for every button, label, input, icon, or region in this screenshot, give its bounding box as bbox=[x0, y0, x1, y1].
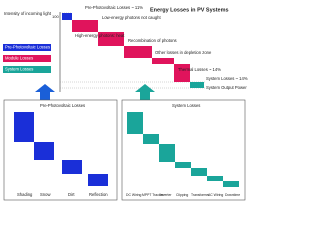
category: Clipping bbox=[176, 193, 188, 197]
annotation: Pre-Photovoltaic Losses ~ 11% bbox=[85, 5, 143, 10]
annotation: Low-energy photons not caught bbox=[102, 15, 162, 20]
panel bbox=[3, 99, 118, 201]
bar bbox=[174, 64, 190, 82]
category: DC Wiring bbox=[126, 193, 142, 197]
legend-swatch bbox=[3, 55, 51, 62]
arrow bbox=[35, 84, 55, 100]
annotation: Thermal Losses ~ 14% bbox=[178, 67, 221, 72]
bar bbox=[72, 20, 98, 32]
panel-title: Pre-Photovoltaic Losses bbox=[40, 103, 85, 108]
annotation: Recombination of photons bbox=[128, 38, 177, 43]
annotation: System Losses ~ 14% bbox=[206, 76, 248, 81]
annotation: System Output Power bbox=[206, 85, 247, 90]
category: MPPT Tracker bbox=[142, 193, 164, 197]
legend-item: Pre-Photovoltaic Losses bbox=[5, 45, 50, 50]
category: Downtime bbox=[225, 193, 240, 197]
category: Transformer bbox=[191, 193, 210, 197]
legend-item: System Losses bbox=[5, 67, 33, 72]
legend-item: Module Losses bbox=[5, 56, 33, 61]
annotation: High-energy photons: heat bbox=[75, 33, 125, 38]
panel-title: System Losses bbox=[172, 103, 200, 108]
panel-bars bbox=[14, 112, 108, 186]
bar bbox=[62, 13, 72, 20]
axis-top: 100 bbox=[52, 14, 59, 19]
category: Shading bbox=[17, 192, 33, 197]
title: Energy Losses in PV Systems bbox=[150, 7, 229, 13]
panel bbox=[121, 99, 246, 201]
bar bbox=[190, 82, 204, 88]
legend-swatch bbox=[3, 44, 51, 51]
category: Inverter bbox=[160, 193, 172, 197]
bar bbox=[124, 46, 152, 58]
panel-bars bbox=[127, 112, 239, 187]
annotation: Other losses in depletion zone bbox=[155, 50, 212, 55]
axis-label: Intensity of incoming light bbox=[4, 11, 52, 16]
bar bbox=[152, 58, 174, 64]
arrow bbox=[135, 84, 155, 100]
category: Reflection bbox=[89, 192, 108, 197]
category: AC Wiring bbox=[208, 193, 223, 197]
bar bbox=[98, 32, 124, 46]
category: Dirt bbox=[68, 192, 75, 197]
legend-swatch bbox=[3, 66, 51, 73]
diagram: Energy Losses in PV Systems Intensity of… bbox=[3, 5, 248, 201]
category: Snow bbox=[40, 192, 51, 197]
